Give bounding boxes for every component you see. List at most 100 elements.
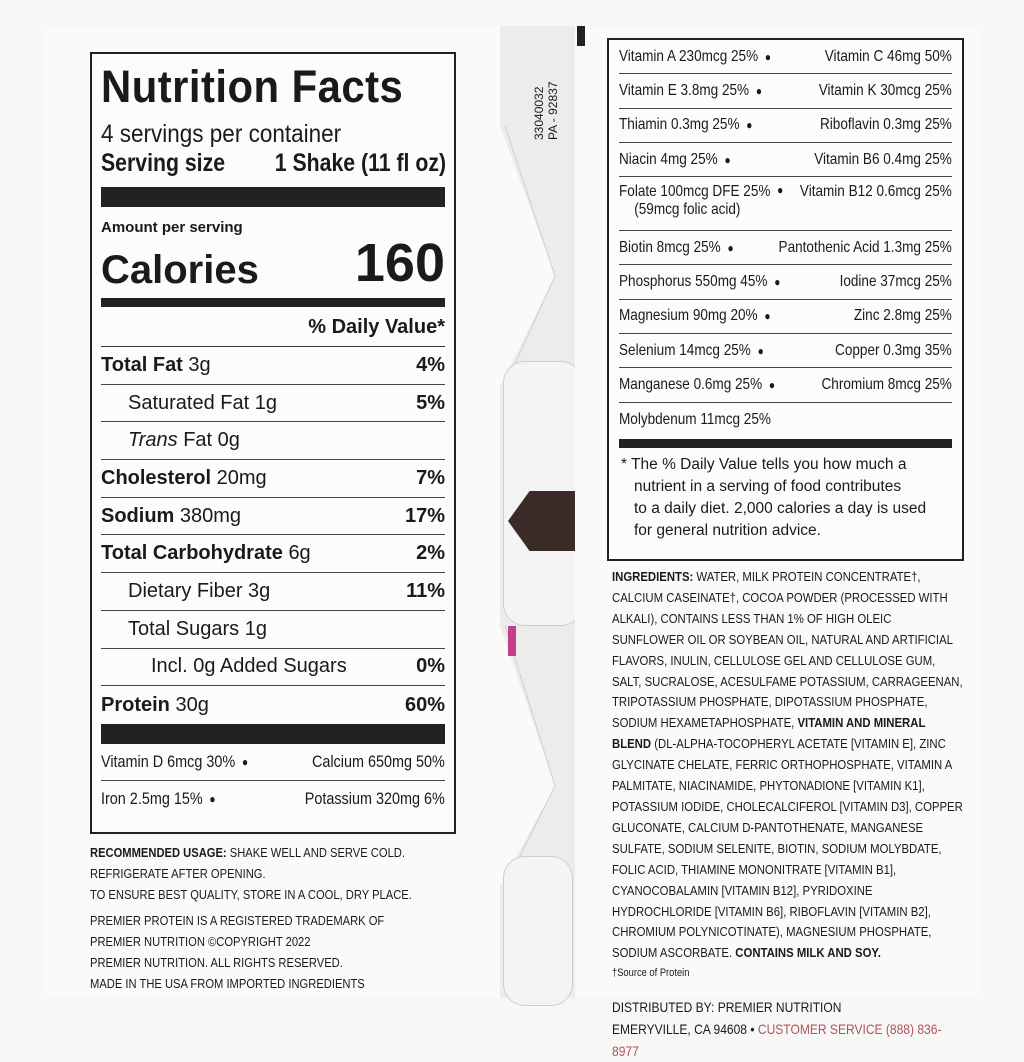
vitamin-left-text: Iron 2.5mg 15% bbox=[101, 789, 203, 809]
vitamin-row-content: Molybdenum 11mcg 25% bbox=[619, 403, 952, 437]
divider-medium bbox=[619, 438, 952, 448]
daily-value-footnote: * The % Daily Value tells you how much a… bbox=[619, 454, 952, 542]
vitamin-row: Phosphorus 550mg 45% ● Iodine 37mcg 25% bbox=[619, 265, 952, 300]
blend-label: VITAMIN AND MINERAL BLEND bbox=[612, 715, 926, 752]
lot-code-line: 33040032 bbox=[532, 86, 546, 140]
allergen-statement: CONTAINS MILK AND SOY. bbox=[735, 945, 881, 961]
distributor-line: DISTRIBUTED BY: PREMIER NUTRITION bbox=[612, 999, 842, 1016]
vitamin-left-sub: (59mcg folic acid) bbox=[634, 201, 741, 219]
vitamin-right: Potassium 320mg 6% bbox=[304, 789, 445, 809]
nutrient-daily-value: 7% bbox=[416, 466, 445, 489]
vitamin-row-content: Biotin 8mcg 25% ● Pantothenic Acid 1.3mg 2… bbox=[619, 231, 952, 264]
vitamin-right: Vitamin B6 0.4mg 25% bbox=[814, 150, 952, 168]
nutrient-row: Cholesterol 20mg 7% bbox=[101, 460, 445, 498]
vitamin-left: Phosphorus 550mg 45% bbox=[619, 273, 767, 291]
nutrient-row: Trans Fat 0g bbox=[101, 422, 445, 461]
vitamin-left: Iron 2.5mg 15% bbox=[101, 789, 203, 809]
calories-value: 160 bbox=[354, 233, 445, 293]
recommended-usage: RECOMMENDED USAGE: SHAKE WELL AND SERVE … bbox=[90, 842, 510, 905]
legal-line: PREMIER NUTRITION. ALL RIGHTS RESERVED. bbox=[90, 955, 343, 970]
nutrient-daily-value: 4% bbox=[416, 353, 445, 376]
vitamin-row-content: Phosphorus 550mg 45% ● Iodine 37mcg 25% bbox=[619, 265, 952, 298]
vitamin-row: Biotin 8mcg 25% ● Pantothenic Acid 1.3mg 2… bbox=[619, 231, 952, 266]
vitamin-row-content: Thiamin 0.3mg 25% ● Riboflavin 0.3mg 25% bbox=[619, 109, 952, 142]
bullet-icon: ● bbox=[757, 343, 764, 358]
nutrient-label: Protein 30g bbox=[101, 694, 209, 717]
divider-thick bbox=[101, 723, 445, 744]
calories-row: Calories 160 bbox=[101, 236, 445, 290]
vitamin-left: Folate 100mcg DFE 25% (59mcg folic acid) bbox=[619, 183, 770, 219]
calories-label: Calories bbox=[101, 248, 259, 292]
nutrient-name: Saturated Fat bbox=[128, 391, 250, 414]
nutrient-row: Total Sugars 1g bbox=[101, 611, 445, 649]
vitamin-left-text: Biotin 8mcg 25% bbox=[619, 238, 721, 256]
nutrient-amount: 380mg bbox=[179, 504, 242, 527]
vitamin-row: Iron 2.5mg 15% ● Potassium 320mg 6% bbox=[101, 781, 445, 818]
lot-code: 33040032 PA - 92837 bbox=[532, 40, 560, 141]
vitamin-right: Chromium 8mcg 25% bbox=[821, 376, 952, 394]
footnote-line: nutrient in a serving of food contribute… bbox=[634, 477, 902, 495]
nutrient-daily-value: 11% bbox=[406, 579, 445, 602]
vitamin-left-text: Vitamin E 3.8mg 25% bbox=[619, 81, 750, 99]
footnote-line: * The % Daily Value tells you how much a bbox=[621, 455, 907, 473]
usage-text: TO ENSURE BEST QUALITY, STORE IN A COOL,… bbox=[90, 887, 412, 902]
nutrient-label: Saturated Fat 1g bbox=[101, 392, 277, 415]
nutrient-label: Trans Fat 0g bbox=[101, 429, 240, 452]
usage-text: REFRIGERATE AFTER OPENING. bbox=[90, 866, 266, 881]
vitamin-right: Copper 0.3mg 35% bbox=[835, 341, 952, 359]
vitamin-row-content: Manganese 0.6mg 25% ● Chromium 8mcg 25% bbox=[619, 368, 952, 401]
left-bottom-text: RECOMMENDED USAGE: SHAKE WELL AND SERVE … bbox=[90, 842, 510, 994]
vitamin-mineral-rows: Vitamin D 6mcg 30% ● Calcium 650mg 50% Iron… bbox=[101, 744, 445, 818]
vitamin-left-text: Folate 100mcg DFE 25% bbox=[619, 183, 771, 201]
vitamin-right: Vitamin C 46mg 50% bbox=[824, 47, 952, 65]
bullet-icon: ● bbox=[774, 275, 781, 290]
nutrient-label: Dietary Fiber 3g bbox=[101, 580, 270, 603]
nutrient-row: Total Fat 3g 4% bbox=[101, 347, 445, 385]
daily-value-header: % Daily Value* bbox=[101, 307, 445, 347]
vitamin-panel: Vitamin A 230mcg 25% ● Vitamin C 46mg 50% V… bbox=[607, 38, 964, 561]
vitamin-right: Calcium 650mg 50% bbox=[311, 751, 445, 771]
nutrient-name: Protein bbox=[101, 693, 170, 716]
vitamin-left: Vitamin E 3.8mg 25% bbox=[619, 82, 749, 100]
vitamin-right: Zinc 2.8mg 25% bbox=[853, 307, 952, 325]
nutrient-amount: 3g bbox=[188, 353, 211, 376]
vitamin-right: Pantothenic Acid 1.3mg 25% bbox=[778, 238, 952, 256]
vitamin-left: Niacin 4mg 25% bbox=[619, 151, 718, 169]
serving-size-label: Serving size bbox=[101, 149, 226, 177]
nutrient-amount: 6g bbox=[288, 542, 311, 565]
vitamin-right: Iodine 37mcg 25% bbox=[839, 273, 952, 291]
vitamin-row: Selenium 14mcg 25% ● Copper 0.3mg 35% bbox=[619, 334, 952, 369]
vitamin-left: Magnesium 90mg 20% bbox=[619, 307, 758, 325]
amount-per-serving: Amount per serving bbox=[101, 219, 243, 236]
nutrition-facts-panel: Nutrition Facts 4 servings per container… bbox=[90, 52, 456, 834]
vitamin-rows: Vitamin A 230mcg 25% ● Vitamin C 46mg 50% V… bbox=[619, 40, 952, 437]
vitamin-row-content: Vitamin D 6mcg 30% ● Calcium 650mg 50% bbox=[101, 744, 445, 780]
nutrient-amount: 3g bbox=[248, 579, 271, 602]
vitamin-left-text: Selenium 14mcg 25% bbox=[619, 341, 751, 359]
nutrient-label: Incl. 0g Added Sugars bbox=[101, 655, 347, 678]
vitamin-row: Manganese 0.6mg 25% ● Chromium 8mcg 25% bbox=[619, 368, 952, 403]
vitamin-row: Vitamin E 3.8mg 25% ● Vitamin K 30mcg 25% bbox=[619, 74, 952, 109]
footnote-line: for general nutrition advice. bbox=[634, 521, 821, 539]
nutrient-amount: 30g bbox=[175, 693, 209, 716]
bullet-icon: ● bbox=[241, 754, 249, 769]
serving-size: Serving size 1 Shake (11 fl oz) bbox=[101, 149, 446, 178]
vitamin-left-text: Manganese 0.6mg 25% bbox=[619, 376, 763, 394]
vitamin-row: Magnesium 90mg 20% ● Zinc 2.8mg 25% bbox=[619, 300, 952, 335]
serving-size-value: 1 Shake (11 fl oz) bbox=[274, 149, 447, 177]
bullet-icon: ● bbox=[727, 240, 734, 255]
nutrient-row: Saturated Fat 1g 5% bbox=[101, 385, 445, 423]
vitamin-left: Thiamin 0.3mg 25% bbox=[619, 116, 740, 134]
vitamin-left-text: Phosphorus 550mg 45% bbox=[619, 273, 768, 291]
source-note: †Source of Protein bbox=[612, 967, 690, 980]
vitamin-right: Vitamin K 30mcg 25% bbox=[818, 81, 952, 99]
vitamin-row-content: Niacin 4mg 25% ● Vitamin B6 0.4mg 25% bbox=[619, 143, 952, 176]
bullet-icon: ● bbox=[746, 118, 753, 133]
nutrient-row: Dietary Fiber 3g 11% bbox=[101, 573, 445, 611]
nutrient-daily-value: 60% bbox=[404, 693, 445, 716]
nutrient-label: Total Sugars 1g bbox=[101, 618, 267, 641]
nutrient-daily-value: 2% bbox=[416, 542, 445, 565]
nutrient-row: Incl. 0g Added Sugars 0% bbox=[101, 649, 445, 687]
vitamin-left: Molybdenum 11mcg 25% bbox=[619, 411, 771, 429]
nutrient-label: Cholesterol 20mg bbox=[101, 467, 267, 490]
